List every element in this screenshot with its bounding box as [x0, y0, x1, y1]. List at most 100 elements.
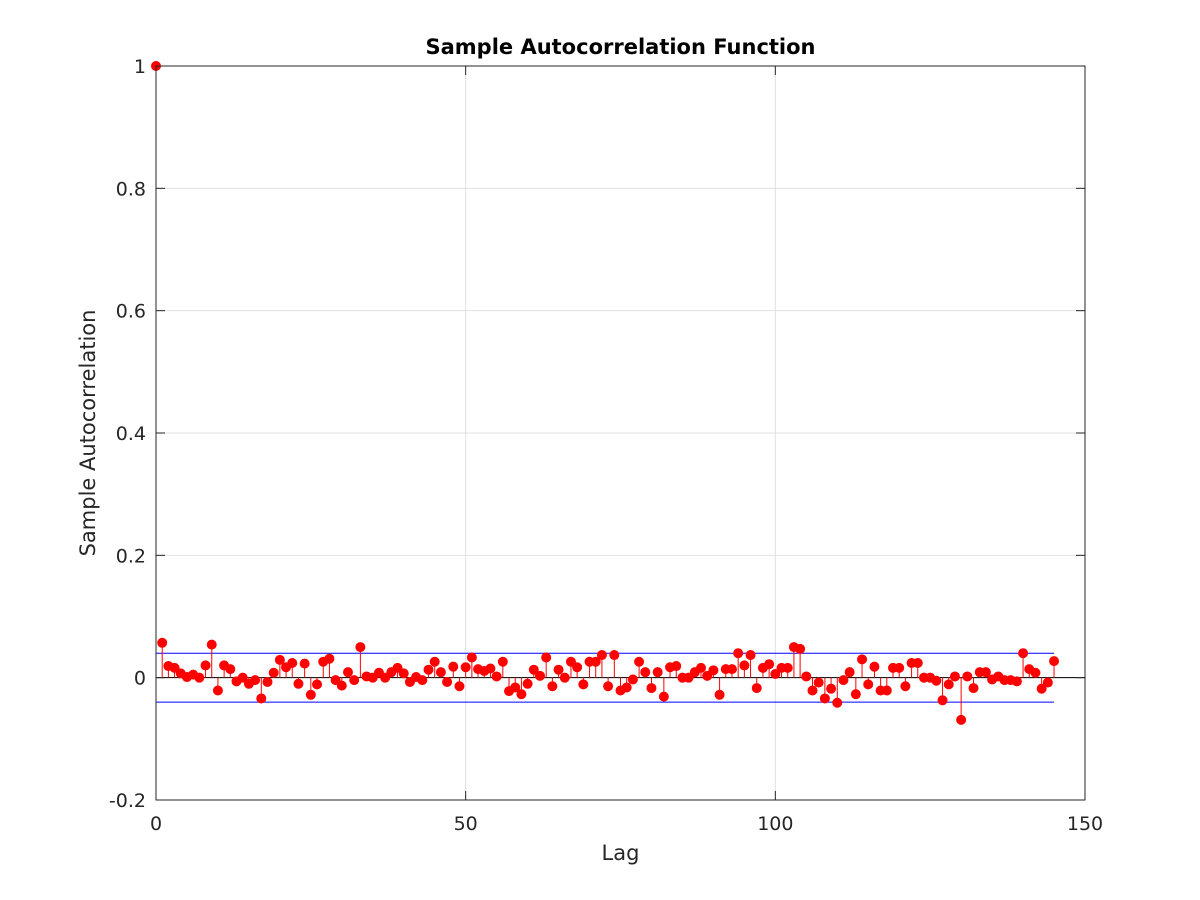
acf-point — [801, 671, 812, 682]
acf-point — [565, 656, 576, 667]
acf-point — [751, 683, 762, 694]
acf-point — [844, 667, 855, 678]
acf-point — [398, 668, 409, 679]
acf-point — [937, 695, 948, 706]
acf-point — [726, 664, 737, 675]
acf-point — [528, 664, 539, 675]
acf-point — [603, 681, 614, 692]
acf-point — [714, 689, 725, 700]
acf-point — [349, 675, 360, 686]
acf-point — [912, 657, 923, 668]
acf-point — [962, 671, 973, 682]
acf-point — [448, 661, 459, 672]
acf-point — [1018, 648, 1029, 659]
acf-point — [429, 656, 440, 667]
acf-point — [324, 653, 335, 664]
acf-point — [225, 664, 236, 675]
x-tick-labels: 0 50 100 150 — [150, 813, 1103, 835]
acf-point — [497, 656, 508, 667]
acf-point — [894, 662, 905, 673]
acf-point — [832, 697, 843, 708]
acf-point — [169, 662, 180, 673]
acf-point — [745, 650, 756, 661]
tick-marks — [155, 65, 1086, 801]
acf-point — [696, 662, 707, 673]
acf-point — [943, 679, 954, 690]
acf-point — [522, 678, 533, 689]
acf-point — [250, 675, 261, 686]
x-tick-label: 50 — [454, 813, 478, 835]
acf-point — [200, 660, 211, 671]
acf-point — [299, 658, 310, 669]
acf-point — [442, 676, 453, 687]
acf-point — [838, 675, 849, 686]
acf-point — [857, 654, 868, 665]
y-tick-label: 1 — [134, 56, 146, 78]
plot-area: 0 50 100 150 -0.200.20.40.60.81 — [109, 56, 1103, 835]
acf-point — [863, 679, 874, 690]
acf-point — [454, 681, 465, 692]
acf-point — [949, 671, 960, 682]
y-tick-label: 0.8 — [116, 178, 146, 200]
acf-point — [435, 667, 446, 678]
acf-point — [708, 665, 719, 676]
acf-point — [559, 672, 570, 683]
acf-point — [460, 662, 471, 673]
acf-point — [541, 652, 552, 663]
acf-point — [578, 679, 589, 690]
chart-title: Sample Autocorrelation Function — [425, 35, 815, 59]
acf-point — [609, 650, 620, 661]
acf-point — [683, 672, 694, 683]
acf-point — [590, 656, 601, 667]
acf-point — [491, 671, 502, 682]
acf-point — [850, 689, 861, 700]
acf-point — [869, 661, 880, 672]
acf-point — [627, 674, 638, 685]
acf-point — [795, 643, 806, 654]
acf-point — [516, 689, 527, 700]
acf-point — [194, 672, 205, 683]
acf-point — [640, 667, 651, 678]
acf-point — [342, 667, 353, 678]
y-tick-label: 0 — [134, 668, 146, 690]
acf-point — [287, 657, 298, 668]
acf-point — [621, 682, 632, 693]
acf-point — [392, 662, 403, 673]
acf-point — [770, 668, 781, 679]
acf-point — [380, 672, 391, 683]
acf-point — [634, 656, 645, 667]
acf-point — [534, 670, 545, 681]
acf-point — [206, 639, 217, 650]
acf-point — [658, 691, 669, 702]
acf-point — [646, 683, 657, 694]
y-tick-label: 0.6 — [116, 301, 146, 323]
acf-point — [671, 661, 682, 672]
acf-point — [355, 642, 366, 653]
y-tick-label: -0.2 — [109, 790, 146, 812]
acf-point — [268, 667, 279, 678]
acf-point — [256, 693, 267, 704]
acf-point — [764, 659, 775, 670]
acf-point — [1036, 683, 1047, 694]
y-tick-labels: -0.2 0 0.2 0.4 0.6 0.8 1 — [109, 56, 146, 812]
acf-point — [596, 650, 607, 661]
acf-point — [980, 667, 991, 678]
acf-point — [1049, 656, 1060, 667]
x-tick-label: 100 — [757, 813, 793, 835]
acf-point — [739, 660, 750, 671]
acf-point — [900, 681, 911, 692]
acf-point — [807, 685, 818, 696]
acf-point — [336, 680, 347, 691]
acf-point — [553, 664, 564, 675]
acf-point — [956, 714, 967, 725]
y-axis-label: Sample Autocorrelation — [76, 310, 100, 557]
acf-point — [157, 637, 168, 648]
x-tick-label: 150 — [1067, 813, 1103, 835]
acf-markers — [151, 61, 1060, 725]
acf-point — [931, 675, 942, 686]
acf-point — [968, 683, 979, 694]
acf-point — [572, 662, 583, 673]
acf-point — [813, 677, 824, 688]
acf-point — [881, 685, 892, 696]
